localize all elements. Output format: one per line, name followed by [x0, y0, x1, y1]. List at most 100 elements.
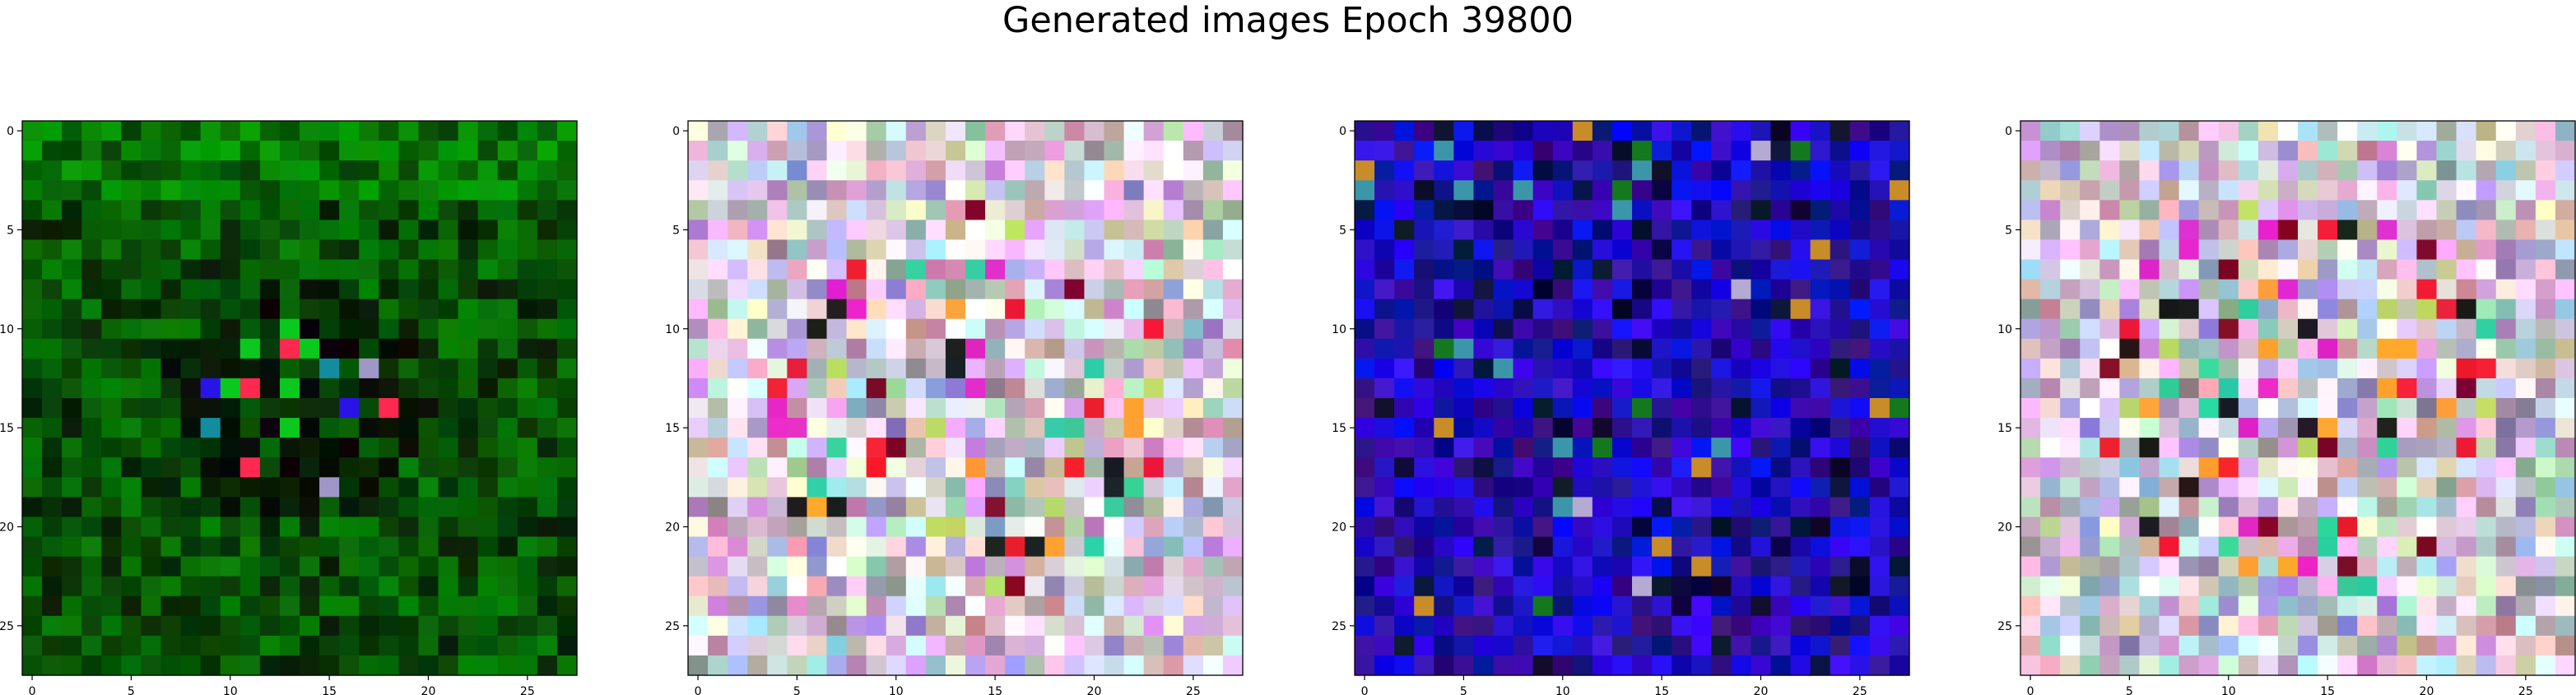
pixel-cell: [1790, 338, 1811, 359]
pixel-cell: [1414, 576, 1434, 597]
pixel-cell: [1731, 200, 1752, 220]
pixel-cell: [200, 556, 221, 577]
pixel-cell: [2020, 615, 2041, 637]
pixel-cell: [905, 497, 927, 518]
pixel-cell: [1770, 536, 1792, 558]
pixel-cell: [160, 200, 182, 220]
pixel-cell: [1572, 615, 1593, 637]
pixel-cell: [300, 655, 320, 676]
pixel-cell: [458, 438, 479, 458]
pixel-cell: [497, 576, 518, 597]
pixel-cell: [2020, 121, 2041, 141]
pixel-cell: [2318, 615, 2338, 637]
pixel-cell: [2080, 576, 2100, 597]
pixel-cell: [826, 398, 848, 419]
pixel-cell: [2515, 655, 2536, 676]
pixel-cell: [497, 358, 518, 379]
pixel-cell: [556, 438, 578, 458]
pixel-cell: [1473, 438, 1495, 458]
pixel-cell: [1143, 338, 1165, 359]
pixel-cell: [2060, 338, 2081, 359]
pixel-cell: [1025, 477, 1045, 498]
pixel-cell: [2377, 378, 2397, 399]
pixel-cell: [1104, 536, 1125, 558]
pixel-cell: [1790, 358, 1811, 379]
pixel-cell: [1711, 318, 1732, 340]
pixel-cell: [259, 338, 281, 359]
pixel-cell: [2436, 398, 2457, 419]
pixel-cell: [359, 121, 379, 141]
pixel-cell: [2318, 279, 2338, 300]
pixel-cell: [1849, 358, 1871, 379]
pixel-cell: [2218, 180, 2239, 201]
pixel-cell: [1611, 378, 1633, 399]
pixel-cell: [101, 358, 122, 379]
pixel-cell: [141, 556, 162, 577]
pixel-cell: [2456, 318, 2477, 340]
pixel-cell: [747, 595, 768, 617]
pixel-cell: [1552, 220, 1574, 241]
pixel-cell: [2159, 398, 2180, 419]
pixel-cell: [279, 180, 300, 201]
pixel-cell: [1084, 200, 1105, 220]
pixel-cell: [1572, 180, 1593, 201]
pixel-cell: [2555, 438, 2576, 458]
pixel-cell: [1493, 121, 1514, 141]
pixel-cell: [2495, 556, 2517, 577]
pixel-cell: [2119, 615, 2141, 637]
pixel-cell: [1889, 438, 1910, 458]
pixel-cell: [787, 655, 808, 676]
pixel-cell: [556, 477, 578, 498]
pixel-cell: [2198, 318, 2220, 340]
pixel-cell: [1810, 239, 1831, 261]
pixel-cell: [81, 378, 102, 399]
pixel-cell: [1652, 299, 1672, 320]
pixel-cell: [1084, 160, 1105, 181]
pixel-cell: [537, 576, 558, 597]
pixel-cell: [359, 239, 379, 261]
pixel-cell: [2139, 635, 2160, 656]
pixel-cell: [2436, 259, 2457, 280]
pixel-cell: [1632, 141, 1653, 161]
pixel-cell: [965, 418, 986, 438]
pixel-cell: [1374, 299, 1395, 320]
pixel-cell: [1044, 497, 1065, 518]
pixel-cell: [1830, 477, 1851, 498]
pixel-cell: [1513, 477, 1534, 498]
pixel-cell: [1222, 121, 1244, 141]
pixel-cell: [2397, 338, 2418, 359]
pixel-cell: [1202, 200, 1224, 220]
pixel-cell: [379, 279, 399, 300]
pixel-cell: [2119, 576, 2141, 597]
pixel-cell: [945, 378, 966, 399]
pixel-cell: [965, 595, 986, 617]
x-tick-label: 15: [2320, 685, 2335, 695]
pixel-cell: [2436, 635, 2457, 656]
pixel-cell: [2139, 239, 2160, 261]
pixel-cell: [2436, 517, 2457, 538]
pixel-cell: [1123, 200, 1145, 220]
pixel-cell: [477, 279, 499, 300]
pixel-cell: [1453, 438, 1475, 458]
pixel-cell: [121, 477, 142, 498]
pixel-cell: [2357, 497, 2378, 518]
pixel-cell: [1830, 338, 1851, 359]
pixel-cell: [1869, 239, 1890, 261]
pixel-cell: [438, 595, 459, 617]
pixel-cell: [1163, 318, 1184, 340]
pixel-cell: [200, 635, 221, 656]
pixel-cell: [1810, 398, 1831, 419]
pixel-cell: [2377, 655, 2397, 676]
pixel-cell: [965, 239, 986, 261]
pixel-cell: [1810, 160, 1831, 181]
pixel-cell: [259, 418, 281, 438]
pixel-cell: [1143, 160, 1165, 181]
pixel-cell: [2377, 497, 2397, 518]
pixel-cell: [2020, 398, 2041, 419]
pixel-cell: [1751, 595, 1772, 617]
pixel-cell: [121, 141, 142, 161]
pixel-cell: [2119, 358, 2141, 379]
pixel-cell: [2515, 497, 2536, 518]
pixel-cell: [2099, 318, 2120, 340]
pixel-cell: [1869, 160, 1890, 181]
